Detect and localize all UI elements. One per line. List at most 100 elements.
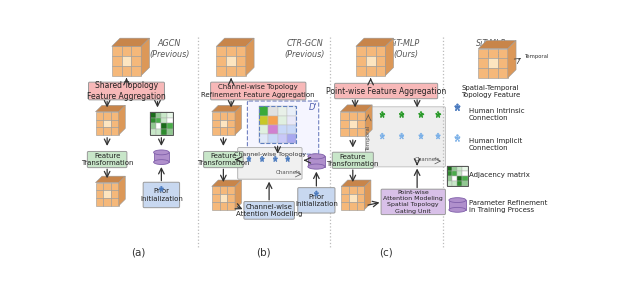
Polygon shape — [141, 38, 150, 76]
Polygon shape — [95, 127, 103, 135]
Polygon shape — [340, 112, 349, 120]
Polygon shape — [111, 112, 119, 119]
Polygon shape — [216, 66, 226, 76]
Text: Human Intrinsic
Connection: Human Intrinsic Connection — [469, 108, 525, 121]
Text: Parameter Refinement
in Training Process: Parameter Refinement in Training Process — [469, 200, 547, 213]
Circle shape — [455, 107, 456, 108]
Circle shape — [276, 159, 277, 160]
Circle shape — [420, 136, 422, 137]
Polygon shape — [227, 202, 235, 210]
Polygon shape — [212, 112, 220, 119]
Polygon shape — [226, 66, 236, 76]
Circle shape — [248, 159, 250, 160]
Polygon shape — [341, 202, 349, 210]
Ellipse shape — [308, 154, 325, 159]
Polygon shape — [365, 46, 376, 56]
Circle shape — [383, 116, 384, 117]
Bar — [449, 200, 466, 210]
Circle shape — [436, 114, 437, 115]
Polygon shape — [287, 125, 296, 134]
Circle shape — [455, 138, 456, 139]
Ellipse shape — [449, 207, 466, 212]
FancyBboxPatch shape — [211, 82, 306, 100]
Polygon shape — [287, 134, 296, 143]
Polygon shape — [216, 46, 226, 56]
Polygon shape — [376, 56, 385, 66]
Text: Feature
Transformation: Feature Transformation — [81, 153, 133, 166]
Polygon shape — [488, 49, 498, 58]
Circle shape — [286, 161, 287, 162]
Polygon shape — [447, 181, 452, 186]
Text: Adjacency matrix: Adjacency matrix — [469, 172, 530, 178]
Polygon shape — [478, 68, 488, 78]
Text: Feature
Transformation: Feature Transformation — [326, 154, 379, 167]
Circle shape — [275, 156, 276, 158]
Polygon shape — [349, 202, 356, 210]
Circle shape — [274, 161, 275, 162]
Polygon shape — [356, 66, 365, 76]
Circle shape — [383, 113, 385, 114]
Circle shape — [458, 138, 460, 139]
Polygon shape — [216, 38, 254, 46]
Circle shape — [162, 189, 163, 190]
Polygon shape — [278, 125, 287, 134]
Polygon shape — [226, 56, 236, 66]
Circle shape — [400, 136, 401, 137]
Polygon shape — [161, 117, 167, 123]
FancyBboxPatch shape — [143, 182, 180, 208]
FancyBboxPatch shape — [244, 202, 294, 219]
Circle shape — [439, 136, 440, 137]
Circle shape — [455, 140, 456, 142]
Circle shape — [422, 138, 423, 139]
Circle shape — [289, 158, 290, 159]
Circle shape — [314, 192, 316, 193]
Polygon shape — [111, 127, 119, 135]
Polygon shape — [95, 112, 103, 119]
Polygon shape — [259, 134, 268, 143]
Polygon shape — [287, 106, 296, 116]
Polygon shape — [458, 181, 463, 186]
Polygon shape — [150, 129, 156, 135]
Circle shape — [422, 113, 423, 114]
Polygon shape — [246, 38, 254, 76]
FancyBboxPatch shape — [88, 151, 127, 168]
Circle shape — [419, 136, 420, 137]
Circle shape — [160, 189, 161, 190]
Circle shape — [437, 133, 439, 135]
Circle shape — [381, 112, 383, 113]
Circle shape — [263, 158, 264, 159]
Circle shape — [381, 136, 383, 137]
Circle shape — [400, 138, 401, 139]
Polygon shape — [95, 119, 103, 127]
Ellipse shape — [154, 160, 169, 164]
Polygon shape — [278, 106, 287, 116]
Circle shape — [159, 188, 161, 189]
Polygon shape — [349, 194, 356, 202]
Polygon shape — [463, 171, 467, 176]
Text: Channels: Channels — [415, 157, 440, 162]
Circle shape — [380, 138, 381, 139]
Circle shape — [401, 115, 402, 116]
FancyBboxPatch shape — [381, 189, 445, 215]
Circle shape — [162, 191, 163, 192]
Circle shape — [459, 137, 460, 138]
Circle shape — [403, 113, 404, 114]
Text: Point-wise Feature Aggregation: Point-wise Feature Aggregation — [326, 86, 446, 95]
Polygon shape — [226, 46, 236, 56]
Polygon shape — [349, 112, 357, 120]
Polygon shape — [376, 46, 385, 56]
Circle shape — [456, 135, 458, 137]
Polygon shape — [95, 183, 103, 190]
Circle shape — [458, 107, 460, 108]
Circle shape — [381, 133, 383, 135]
Polygon shape — [259, 125, 268, 134]
FancyBboxPatch shape — [365, 107, 445, 167]
Circle shape — [250, 161, 251, 162]
FancyBboxPatch shape — [298, 188, 335, 213]
Polygon shape — [103, 183, 111, 190]
Circle shape — [380, 135, 381, 136]
Polygon shape — [95, 198, 103, 206]
FancyBboxPatch shape — [237, 148, 302, 179]
Polygon shape — [340, 120, 349, 128]
Polygon shape — [463, 176, 467, 181]
